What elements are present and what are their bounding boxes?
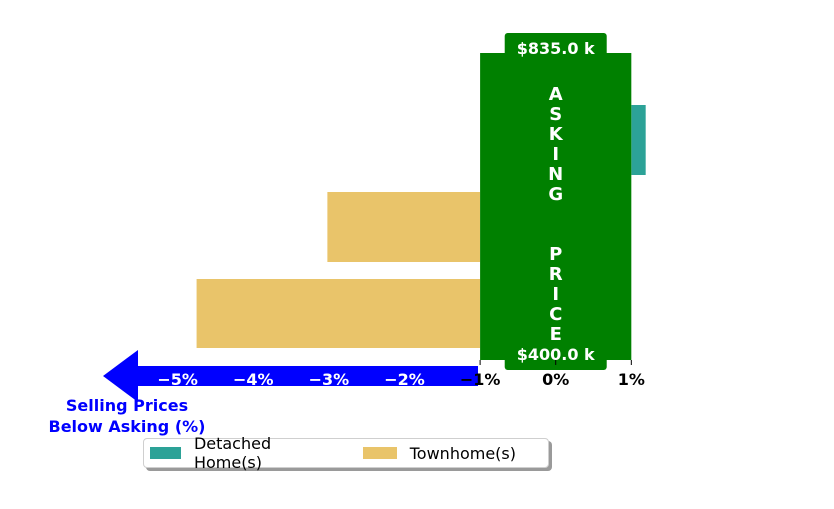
legend-item-detached: Detached Home(s): [150, 434, 331, 472]
legend-swatch-townhome: [362, 447, 397, 459]
axis-arrow: [103, 350, 478, 402]
axis-arrow-label-line2: Below Asking (%): [49, 417, 206, 436]
legend-item-townhome: Townhome(s): [362, 443, 516, 463]
top-price-tag: [504, 33, 607, 61]
legend: Detached Home(s) Townhome(s): [143, 434, 549, 472]
bars-layer: [196, 105, 646, 348]
x-tick-label: 0%: [542, 370, 569, 389]
x-tick-label: −4%: [233, 370, 274, 389]
legend-label-detached: Detached Home(s): [193, 434, 272, 472]
top-price-label: $835.0 k: [517, 39, 595, 58]
asking-price-band: [480, 53, 632, 360]
bar-detached-1: [631, 105, 646, 175]
x-tick-label: −1%: [460, 370, 501, 389]
x-tick-label: −3%: [309, 370, 350, 389]
legend-swatch-detached: [150, 447, 181, 459]
bar-townhome-2: [196, 279, 481, 348]
x-tick-label: 1%: [618, 370, 645, 389]
x-ticks-layer: −5% −4% −3% −2% −1% 0% 1%: [157, 360, 645, 389]
bottom-price-label: $400.0 k: [517, 345, 595, 364]
bar-townhome-1: [327, 192, 481, 262]
axis-arrow-layer: [103, 350, 478, 402]
x-tick-label: −5%: [157, 370, 198, 389]
axis-arrow-label-line1: Selling Prices: [66, 396, 188, 415]
legend-label-townhome: Townhome(s): [409, 443, 516, 463]
x-tick-label: −2%: [384, 370, 425, 389]
bottom-price-tag: [504, 341, 607, 370]
